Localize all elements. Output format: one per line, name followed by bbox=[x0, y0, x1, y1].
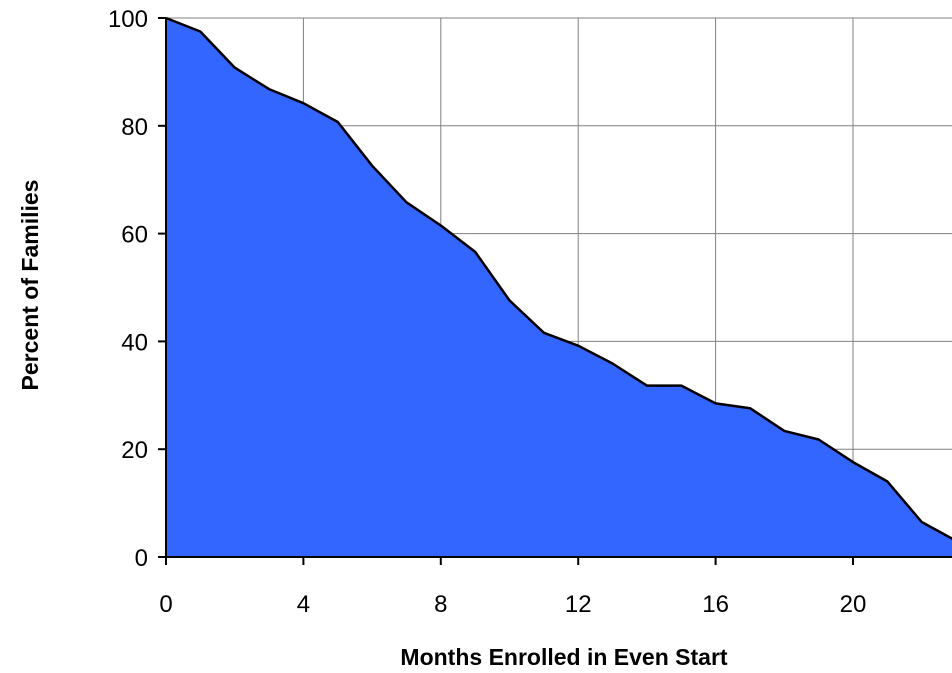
x-tick-label: 8 bbox=[434, 591, 447, 618]
axes bbox=[159, 18, 952, 558]
x-tick-label: 12 bbox=[565, 591, 592, 618]
x-axis-ticks: 0 4 8 12 16 20 bbox=[159, 557, 866, 618]
y-tick-label: 20 bbox=[121, 437, 148, 464]
area-series-outline bbox=[165, 16, 952, 540]
y-axis-title: Percent of Families bbox=[17, 180, 43, 391]
y-tick-label: 0 bbox=[135, 545, 148, 572]
y-tick-label: 60 bbox=[121, 222, 148, 249]
y-tick-label: 40 bbox=[121, 329, 148, 356]
x-tick-label: 4 bbox=[297, 591, 310, 618]
y-axis-ticks: 0 20 40 60 80 100 bbox=[108, 6, 166, 572]
x-tick-label: 20 bbox=[840, 591, 867, 618]
x-axis-title: Months Enrolled in Even Start bbox=[400, 644, 727, 670]
area-series bbox=[166, 18, 952, 557]
x-tick-label: 0 bbox=[159, 591, 172, 618]
y-tick-label: 80 bbox=[121, 114, 148, 141]
x-tick-label: 16 bbox=[702, 591, 729, 618]
y-tick-label: 100 bbox=[108, 6, 148, 33]
